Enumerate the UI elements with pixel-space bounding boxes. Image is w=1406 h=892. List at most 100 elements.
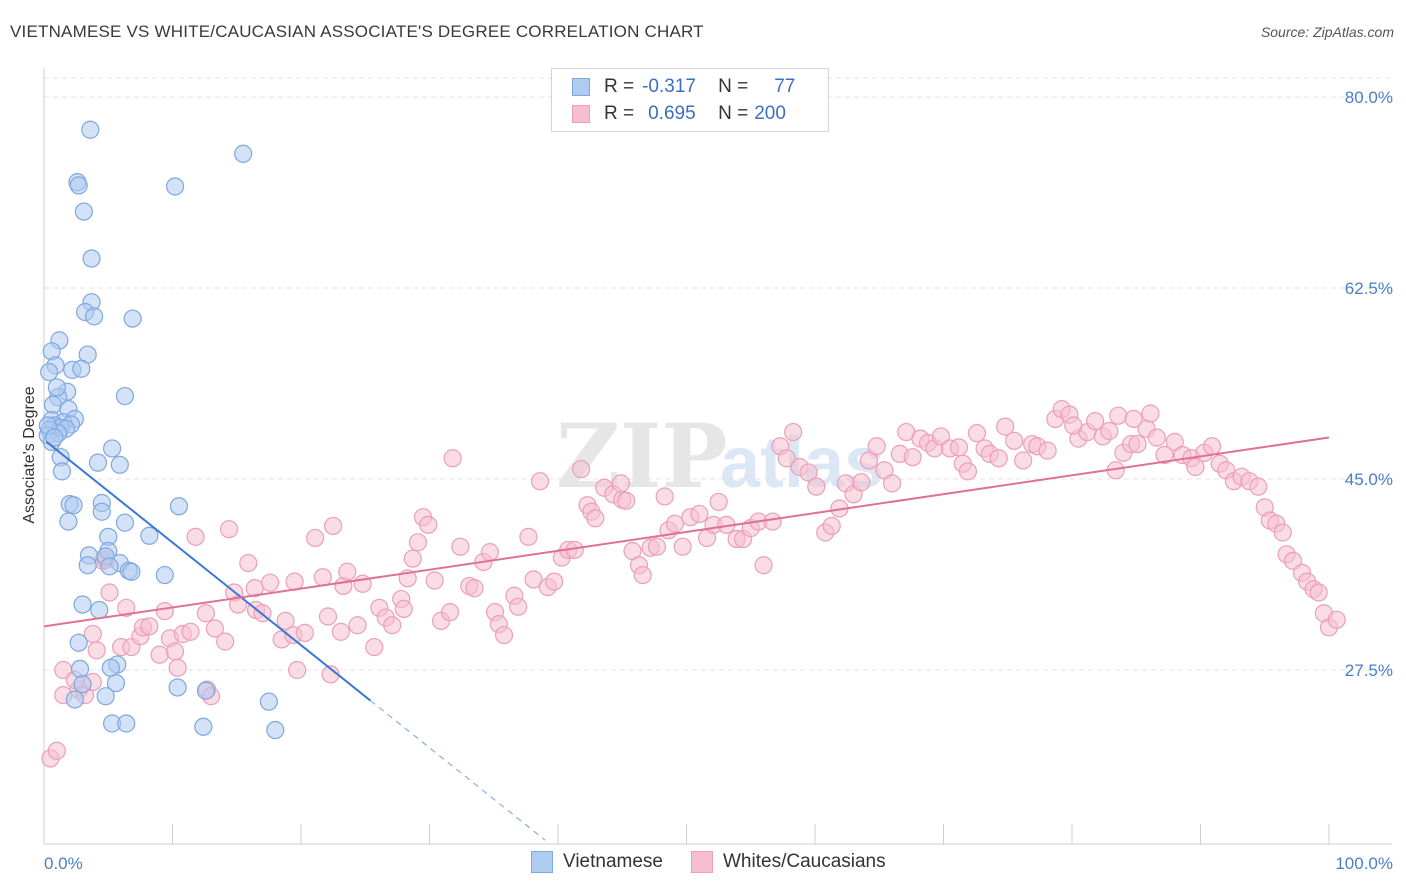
point-whites — [867, 437, 886, 456]
point-whites — [763, 512, 782, 531]
point-whites — [545, 572, 564, 591]
point-whites — [1309, 583, 1328, 602]
point-whites — [408, 533, 428, 552]
y-axis-label: Associate's Degree — [21, 386, 38, 523]
point-whites — [1186, 457, 1205, 477]
point-whites — [1014, 451, 1033, 470]
point-whites — [519, 527, 538, 546]
point-vietnamese — [196, 681, 216, 700]
watermark-logo: ZIPatlas — [556, 404, 884, 508]
x-tick-label-max: 100.0% — [1335, 854, 1393, 873]
point-vietnamese — [101, 658, 120, 677]
watermark-zip: ZIP — [556, 404, 728, 508]
point-whites — [1155, 445, 1174, 465]
trend-line-vietnamese — [45, 441, 372, 702]
point-vietnamese — [40, 362, 59, 382]
chart-source: Source: ZipAtlas.com — [1260, 24, 1394, 40]
point-vietnamese — [194, 717, 213, 736]
point-vietnamese — [73, 595, 92, 614]
legend-row-vietnamese: R = -0.317 N = 77 — [572, 74, 795, 100]
legend-r-label: R = — [604, 103, 635, 124]
legend-n-value: 77 — [774, 76, 796, 97]
point-vietnamese — [70, 659, 90, 679]
point-vietnamese — [92, 502, 111, 521]
point-whites — [239, 553, 258, 573]
point-whites — [285, 572, 304, 591]
point-whites — [365, 637, 384, 657]
tick-labels: 27.5% 45.0% 62.5% 80.0% 0.0% 100.0% — [44, 88, 1393, 873]
point-vietnamese — [155, 565, 174, 585]
point-vietnamese — [117, 714, 136, 733]
point-whites — [186, 527, 205, 546]
point-vietnamese — [85, 307, 104, 326]
point-vietnamese — [103, 439, 122, 458]
point-whites — [1086, 412, 1105, 431]
point-whites — [1100, 421, 1119, 441]
point-whites — [383, 616, 402, 635]
point-vietnamese — [69, 176, 88, 195]
point-whites — [665, 514, 685, 533]
point-vietnamese — [90, 600, 109, 620]
point-whites — [1273, 523, 1292, 542]
point-whites — [633, 565, 652, 585]
series-legend: Vietnamese Whites/Caucasians — [531, 851, 914, 873]
point-whites — [140, 617, 159, 636]
point-vietnamese — [259, 692, 278, 711]
point-vietnamese — [266, 720, 285, 740]
point-whites — [306, 528, 325, 548]
point-whites — [655, 487, 674, 506]
point-vietnamese — [59, 512, 78, 531]
legend-item-whites: Whites/Caucasians — [691, 851, 886, 873]
point-vietnamese — [73, 675, 92, 694]
point-vietnamese — [74, 202, 93, 221]
point-whites — [709, 492, 728, 512]
point-vietnamese — [47, 378, 66, 397]
point-whites — [1128, 434, 1147, 454]
point-whites — [852, 473, 871, 492]
legend-label-vietnamese: Vietnamese — [563, 851, 663, 872]
point-vietnamese — [65, 690, 84, 709]
point-whites — [777, 449, 796, 468]
legend-r-value: 0.695 — [648, 103, 696, 124]
y-tick-label: 45.0% — [1345, 470, 1393, 489]
chart-title: VIETNAMESE VS WHITE/CAUCASIAN ASSOCIATE'… — [10, 22, 704, 41]
point-whites — [586, 509, 605, 528]
legend-swatch-whites — [691, 851, 713, 873]
x-tick-label-min: 0.0% — [44, 854, 83, 873]
point-whites — [822, 516, 841, 536]
legend-item-vietnamese: Vietnamese — [531, 851, 663, 873]
point-vietnamese — [123, 309, 142, 328]
point-whites — [168, 658, 187, 677]
point-vietnamese — [106, 673, 126, 693]
point-whites — [313, 568, 332, 587]
point-whites — [673, 537, 692, 556]
point-vietnamese — [96, 687, 115, 706]
legend-swatch-blue — [572, 78, 590, 96]
point-whites — [1109, 406, 1128, 425]
legend-n-label: N = — [718, 103, 749, 124]
point-whites — [611, 474, 631, 493]
point-whites — [219, 520, 239, 539]
point-whites — [47, 741, 66, 760]
point-vietnamese — [110, 455, 129, 474]
point-whites — [331, 622, 350, 641]
point-vietnamese — [122, 562, 141, 581]
axes — [43, 68, 1392, 845]
series-vietnamese-points — [38, 120, 285, 740]
point-vietnamese — [165, 177, 185, 196]
point-whites — [181, 622, 200, 641]
point-whites — [100, 583, 119, 602]
point-whites — [425, 571, 444, 590]
y-tick-label: 80.0% — [1345, 88, 1393, 107]
point-whites — [1038, 441, 1057, 460]
point-whites — [403, 549, 422, 568]
point-whites — [155, 601, 174, 621]
point-whites — [419, 515, 438, 534]
point-whites — [338, 562, 357, 581]
point-whites — [480, 543, 499, 562]
point-whites — [205, 619, 225, 638]
point-whites — [165, 642, 185, 661]
point-whites — [949, 438, 969, 457]
point-vietnamese — [100, 557, 119, 576]
point-vietnamese — [52, 462, 72, 481]
